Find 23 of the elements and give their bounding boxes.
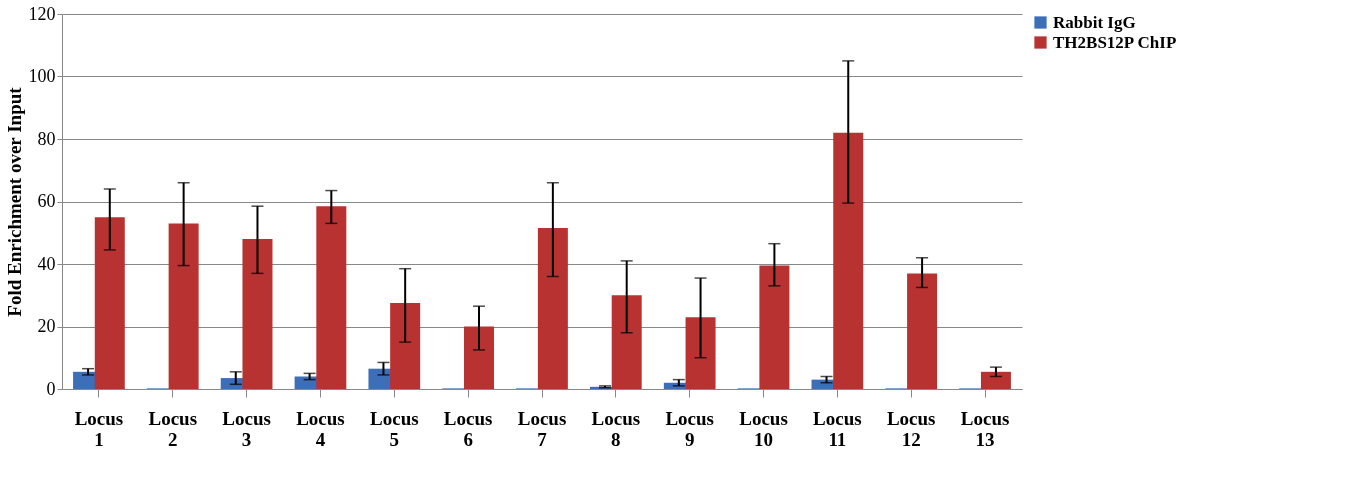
y-tick-label: 40 xyxy=(37,253,56,274)
x-tick-label: Locus 7 xyxy=(517,407,567,450)
y-tick-label: 60 xyxy=(37,191,56,211)
legend-label: Rabbit IgG xyxy=(1053,12,1136,32)
x-tick-label: Locus 9 xyxy=(665,407,714,450)
x-tick-label: Locus 10 xyxy=(739,407,788,450)
y-tick-label: 100 xyxy=(28,66,56,86)
x-tick-label: Locus 3 xyxy=(222,407,271,450)
x-tick-label: Locus 11 xyxy=(813,407,862,450)
y-tick-label: 0 xyxy=(46,378,56,399)
y-axis-title: Fold Enrichment over Input xyxy=(3,86,25,317)
x-tick-label: Locus 12 xyxy=(886,407,936,450)
x-tick-label: Locus 4 xyxy=(296,407,345,450)
x-tick-label: Locus 5 xyxy=(370,407,419,450)
y-tick-label: 80 xyxy=(37,128,56,149)
x-tick-label: Locus 1 xyxy=(74,407,124,450)
x-tick-label: Locus 6 xyxy=(443,407,493,450)
y-tick-label: 120 xyxy=(28,3,56,24)
x-tick-label: Locus 8 xyxy=(591,407,641,450)
legend-label: TH2BS12P ChIP xyxy=(1053,32,1177,52)
x-tick-label: Locus 2 xyxy=(148,407,198,450)
x-tick-label: Locus 13 xyxy=(960,407,1010,450)
y-tick-label: 20 xyxy=(37,316,56,336)
